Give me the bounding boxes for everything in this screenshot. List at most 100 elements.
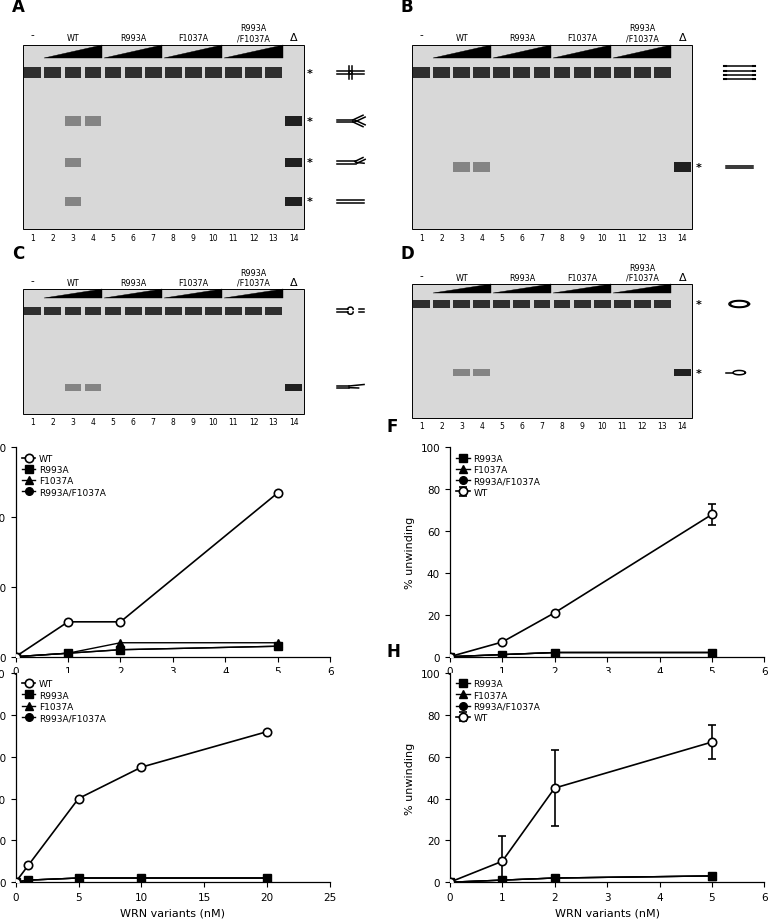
Bar	[205, 307, 222, 315]
Bar	[494, 68, 510, 79]
Bar	[44, 307, 62, 315]
Bar	[654, 301, 671, 309]
Line: F1037A: F1037A	[446, 649, 716, 661]
Bar	[412, 46, 693, 230]
Bar	[265, 307, 282, 315]
Text: 8: 8	[171, 234, 176, 243]
Polygon shape	[613, 46, 672, 59]
Bar	[165, 307, 182, 315]
Bar	[285, 159, 302, 168]
R993A/F1037A	[550, 872, 559, 883]
Text: Δ: Δ	[289, 278, 297, 288]
Bar	[473, 301, 490, 309]
Text: *: *	[696, 369, 702, 379]
Text: 12: 12	[249, 418, 258, 427]
F1037A	[550, 872, 559, 883]
Text: *: *	[696, 300, 702, 310]
Text: 3: 3	[459, 421, 464, 430]
Legend: R993A, F1037A, R993A/F1037A, WT: R993A, F1037A, R993A/F1037A, WT	[454, 452, 542, 499]
F1037A	[498, 875, 507, 886]
R993A/F1037A	[445, 877, 455, 888]
R993A/F1037A	[11, 877, 20, 888]
Bar	[614, 68, 630, 79]
Bar	[494, 301, 510, 309]
Bar	[554, 68, 570, 79]
R993A/F1037A	[550, 647, 559, 658]
Bar	[185, 68, 202, 79]
R993A/F1037A	[63, 648, 73, 659]
Text: 5: 5	[499, 421, 505, 430]
Text: *: *	[307, 198, 313, 208]
X-axis label: WRN variants (nM): WRN variants (nM)	[555, 907, 660, 917]
Text: WT: WT	[456, 34, 468, 43]
Text: 1: 1	[420, 421, 424, 430]
R993A	[23, 875, 33, 886]
Line: R993A/F1037A: R993A/F1037A	[12, 642, 282, 661]
R993A	[74, 872, 83, 883]
R993A	[445, 652, 455, 663]
Bar	[65, 159, 81, 168]
Polygon shape	[44, 46, 102, 59]
R993A	[550, 647, 559, 658]
Text: 9: 9	[580, 234, 584, 243]
Text: D: D	[401, 244, 414, 263]
Text: *: *	[307, 158, 313, 168]
Text: 10: 10	[208, 418, 218, 427]
Text: 8: 8	[560, 421, 565, 430]
Bar	[614, 301, 630, 309]
Text: -: -	[420, 30, 424, 40]
Text: 3: 3	[70, 418, 76, 427]
Bar	[534, 68, 551, 79]
Line: WT: WT	[12, 489, 282, 661]
R993A/F1037A	[498, 650, 507, 661]
Bar	[285, 117, 302, 127]
F1037A	[445, 877, 455, 888]
Text: *: *	[307, 117, 313, 127]
Polygon shape	[225, 289, 282, 299]
Text: WT: WT	[66, 278, 80, 288]
Line: WT: WT	[12, 728, 271, 887]
Bar	[674, 369, 691, 377]
F1037A	[550, 647, 559, 658]
Bar	[634, 68, 651, 79]
Bar	[433, 68, 450, 79]
Bar	[44, 68, 62, 79]
Bar	[285, 199, 302, 207]
Polygon shape	[165, 289, 222, 299]
Polygon shape	[433, 46, 491, 59]
X-axis label: WRN variants (nM): WRN variants (nM)	[555, 682, 660, 692]
Bar	[65, 307, 81, 315]
WT	[273, 488, 282, 499]
Bar	[205, 68, 222, 79]
Text: 4: 4	[480, 421, 484, 430]
Text: -: -	[31, 30, 34, 40]
Bar	[554, 301, 570, 309]
Text: 4: 4	[90, 418, 95, 427]
Text: 2: 2	[51, 418, 55, 427]
Text: 6: 6	[131, 418, 136, 427]
Text: -: -	[420, 270, 424, 280]
Polygon shape	[104, 46, 162, 59]
Polygon shape	[493, 46, 551, 59]
Text: B: B	[401, 0, 413, 16]
Line: R993A: R993A	[446, 649, 716, 661]
Text: 13: 13	[268, 418, 278, 427]
Line: R993A/F1037A: R993A/F1037A	[12, 874, 271, 886]
Text: R993A: R993A	[509, 34, 535, 43]
Text: *: *	[307, 69, 313, 78]
Y-axis label: % unwinding: % unwinding	[405, 742, 415, 814]
Bar	[245, 307, 262, 315]
R993A	[136, 872, 146, 883]
Text: 9: 9	[580, 421, 584, 430]
Line: F1037A: F1037A	[12, 640, 282, 661]
Bar	[413, 301, 430, 309]
Bar	[65, 118, 81, 127]
Text: R993A
/F1037A: R993A /F1037A	[626, 263, 658, 283]
WT	[263, 726, 272, 737]
R993A	[498, 875, 507, 886]
Bar	[453, 301, 470, 309]
R993A	[707, 647, 717, 658]
Bar	[185, 307, 202, 315]
F1037A	[11, 652, 20, 663]
Text: *: *	[696, 163, 702, 173]
